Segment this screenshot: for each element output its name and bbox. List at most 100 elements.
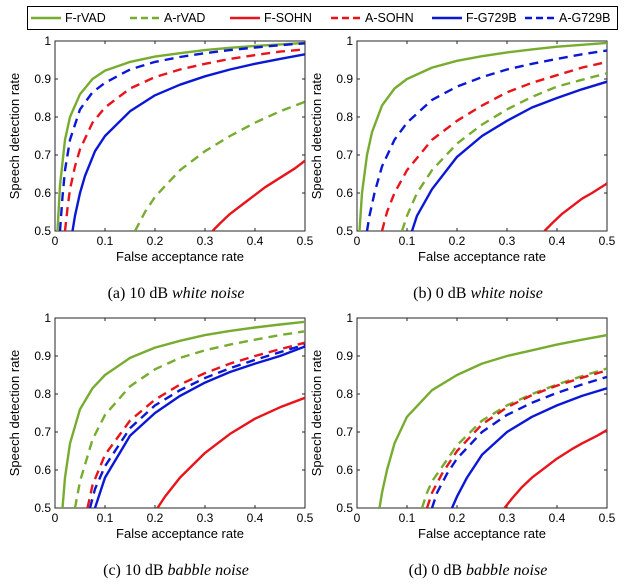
series-line-a-sohn (63, 48, 305, 231)
caption-prefix: (b) 0 dB (413, 285, 470, 302)
legend-label: F-rVAD (65, 11, 106, 25)
series-line-f-g729b (410, 80, 607, 231)
x-tick-label: 0.4 (247, 511, 264, 525)
chart-panel: 0 0.1 0.2 0.3 0.4 0.5 0.5 0.6 0.7 0.8 0.9 1 False ac… (7, 311, 314, 541)
y-tick-label: 0.9 (336, 72, 353, 86)
x-tick-label: 0.5 (599, 511, 616, 525)
series-group (61, 320, 305, 508)
series-line-f-sohn (211, 159, 305, 231)
legend-label: A-rVAD (164, 11, 205, 25)
x-axis-label: False acceptance rate (418, 526, 546, 541)
y-tick-label: 0.7 (34, 425, 51, 439)
y-tick-label: 0.6 (336, 186, 353, 200)
captions: (a) 10 dB white noise (b) 0 dB white nois… (103, 285, 547, 579)
x-tick-label: 0.4 (549, 234, 566, 248)
series-line-f-g729b (450, 387, 607, 508)
series-line-f-sohn (503, 429, 607, 508)
plot-area (54, 317, 306, 509)
caption-noise: white noise (172, 285, 244, 302)
series-line-a-g729b (365, 49, 607, 231)
caption-noise: babble noise (168, 562, 249, 579)
series-line-f-sohn (543, 182, 607, 231)
x-axis-label: False acceptance rate (116, 526, 244, 541)
panel-caption: (c) 10 dB babble noise (103, 562, 249, 579)
x-tick-label: 0.3 (197, 511, 214, 525)
chart-panel: 0 0.1 0.2 0.3 0.4 0.5 0.5 0.6 0.7 0.8 0.9 1 False ac… (309, 34, 616, 264)
plot-area (356, 317, 608, 509)
series-line-a-g729b (58, 42, 305, 231)
y-tick-label: 0.9 (34, 72, 51, 86)
x-tick-label: 0 (354, 511, 361, 525)
y-tick-label: 0.8 (34, 110, 51, 124)
series-line-f-sohn (156, 396, 305, 508)
series-group (358, 41, 607, 231)
x-tick-label: 0.5 (297, 511, 314, 525)
x-tick-label: 0.3 (197, 234, 214, 248)
panel-caption: (d) 0 dB babble noise (409, 562, 548, 579)
y-tick-label: 1 (346, 311, 353, 325)
panels: 0 0.1 0.2 0.3 0.4 0.5 0.5 0.6 0.7 0.8 0.9 1 False ac… (7, 34, 616, 541)
y-tick-label: 0.9 (336, 349, 353, 363)
y-tick-label: 1 (44, 34, 51, 48)
series-line-f-g729b (71, 53, 305, 231)
series-line-a-rvad (420, 367, 607, 508)
series-line-f-g729b (93, 345, 305, 508)
y-tick-label: 0.5 (336, 501, 353, 515)
y-tick-label: 0.5 (34, 501, 51, 515)
x-tick-label: 0 (52, 511, 59, 525)
y-tick-label: 0.8 (336, 387, 353, 401)
legend: F-rVAD A-rVAD F-SOHN A-SOHN F-G729B A-G729B (27, 6, 618, 30)
x-tick-label: 0.5 (599, 234, 616, 248)
y-tick-label: 0.5 (336, 224, 353, 238)
y-tick-label: 0.6 (34, 463, 51, 477)
chart-panel: 0 0.1 0.2 0.3 0.4 0.5 0.5 0.6 0.7 0.8 0.9 1 False ac… (309, 311, 616, 541)
x-tick-label: 0.4 (549, 511, 566, 525)
x-tick-label: 0.2 (147, 234, 164, 248)
caption-noise: white noise (470, 285, 542, 302)
caption-prefix: (d) 0 dB (409, 562, 466, 579)
series-group (56, 41, 305, 231)
y-tick-label: 0.6 (34, 186, 51, 200)
x-tick-label: 0.1 (97, 511, 114, 525)
series-line-a-g729b (430, 375, 607, 508)
x-tick-label: 0.1 (399, 234, 416, 248)
series-line-a-rvad (133, 100, 305, 231)
series-line-a-sohn (425, 369, 607, 508)
x-tick-label: 0.2 (147, 511, 164, 525)
y-axis-label: Speech detection rate (7, 73, 22, 199)
plot-area (356, 40, 608, 232)
y-tick-label: 1 (44, 311, 51, 325)
legend-box (27, 6, 618, 30)
series-line-a-sohn (86, 341, 305, 508)
y-axis-label: Speech detection rate (7, 350, 22, 476)
y-axis-label: Speech detection rate (309, 73, 324, 199)
legend-label: F-G729B (466, 11, 517, 25)
x-tick-label: 0.1 (399, 511, 416, 525)
series-line-f-rvad (61, 320, 305, 508)
x-tick-label: 0.2 (449, 234, 466, 248)
caption-noise: babble noise (466, 562, 547, 579)
y-tick-label: 0.8 (336, 110, 353, 124)
x-tick-label: 0 (354, 234, 361, 248)
chart-panel: 0 0.1 0.2 0.3 0.4 0.5 0.5 0.6 0.7 0.8 0.9 1 False ac… (7, 34, 314, 264)
y-tick-label: 0.6 (336, 463, 353, 477)
legend-label: F-SOHN (264, 11, 312, 25)
x-tick-label: 0.3 (499, 511, 516, 525)
plot-area (54, 40, 306, 232)
x-tick-label: 0 (52, 234, 59, 248)
y-tick-label: 1 (346, 34, 353, 48)
x-axis-label: False acceptance rate (418, 249, 546, 264)
caption-prefix: (c) 10 dB (103, 562, 167, 579)
y-tick-label: 0.7 (336, 425, 353, 439)
legend-label: A-SOHN (365, 11, 414, 25)
x-tick-label: 0.2 (449, 511, 466, 525)
series-line-a-g729b (88, 343, 305, 508)
x-tick-label: 0.5 (297, 234, 314, 248)
x-tick-label: 0.4 (247, 234, 264, 248)
series-line-f-rvad (378, 333, 607, 508)
series-line-a-sohn (380, 60, 607, 231)
panel-caption: (a) 10 dB white noise (108, 285, 245, 302)
series-line-a-rvad (400, 72, 607, 231)
y-axis-label: Speech detection rate (309, 350, 324, 476)
